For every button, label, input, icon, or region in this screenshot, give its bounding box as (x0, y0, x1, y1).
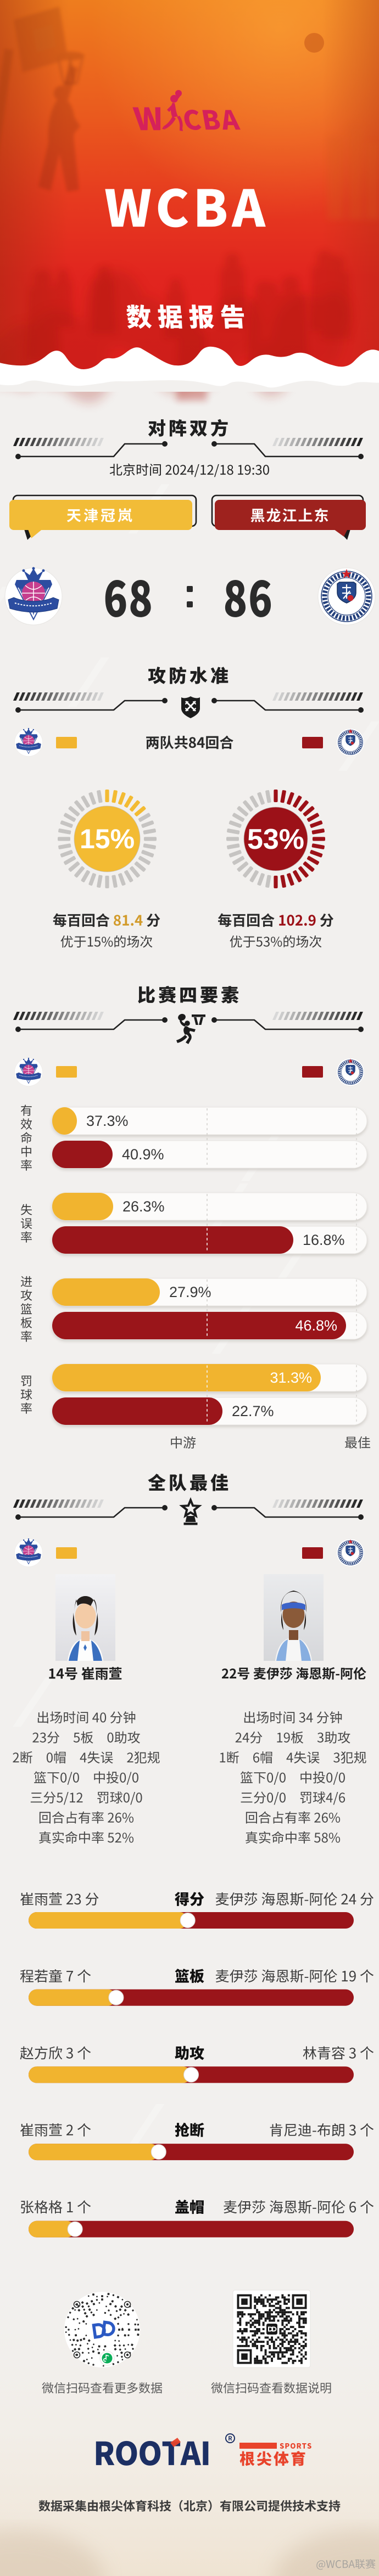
svg-text:46.8%: 46.8% (295, 1317, 337, 1334)
svg-text:40.9%: 40.9% (122, 1146, 164, 1163)
svg-text:53%: 53% (247, 824, 304, 855)
svg-text:31.3%: 31.3% (270, 1369, 312, 1386)
svg-text:15%: 15% (80, 824, 135, 854)
svg-text:22.7%: 22.7% (232, 1403, 274, 1419)
svg-text:26.3%: 26.3% (122, 1198, 165, 1215)
svg-text:16.8%: 16.8% (303, 1232, 345, 1248)
svg-text:37.3%: 37.3% (86, 1113, 129, 1129)
svg-text:27.9%: 27.9% (169, 1284, 211, 1300)
